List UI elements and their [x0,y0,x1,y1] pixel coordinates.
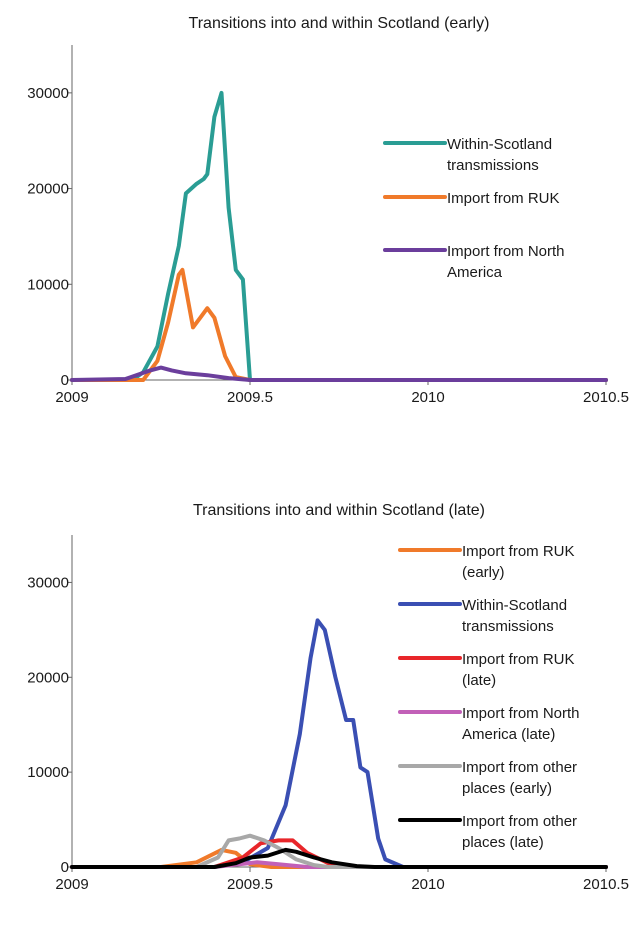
legend: Within-Scotland transmissions Import from … [383,136,565,281]
chart-title: Transitions into and within Scotland (la… [193,502,485,519]
legend-label: Import from RUK [447,190,560,207]
series-line [70,847,608,869]
x-tick-label: 2010.5 [583,876,629,893]
y-tick-label: 10000 [27,276,69,293]
series-line [70,365,608,382]
legend-item: Import from other places (early) [398,759,577,797]
y-tick-label: 30000 [27,85,69,102]
legend-item: Import from other places (late) [398,813,577,851]
x-tick-label: 2010 [411,389,444,406]
legend-item: Within-Scotland transmissions [383,136,552,174]
legend-label: places (late) [462,834,544,851]
y-tick-label: 30000 [27,574,69,591]
series-line [70,833,608,869]
x-tick-label: 2009 [55,876,88,893]
legend-item: Within-Scotland transmissions [398,597,567,635]
legend-label: transmissions [462,618,554,635]
legend-item: Import from RUK [383,190,560,207]
series-line [70,618,608,869]
legend-item: Import from RUK (early) [398,543,575,581]
legend-label: Import from other [462,759,577,776]
x-tick-label: 2009.5 [227,876,273,893]
legend-label: Import from North [462,705,580,722]
legend-item: Import from RUK (late) [398,651,575,689]
legend-label: transmissions [447,157,539,174]
x-tick-label: 2010.5 [583,389,629,406]
x-tick-label: 2009.5 [227,389,273,406]
legend-label: (late) [462,672,496,689]
legend-label: Import from North [447,243,565,260]
legend-label: places (early) [462,780,552,797]
chart-late: Transitions into and within Scotland (la… [27,502,629,893]
x-tick-label: 2009 [55,389,88,406]
legend-label: America [447,264,503,281]
legend-label: (early) [462,564,505,581]
legend-label: Within-Scotland [447,136,552,153]
legend-item: Import from North America (late) [398,705,580,743]
legend-item: Import from North America [383,243,565,281]
x-tick-label: 2010 [411,876,444,893]
series-line [70,267,608,382]
chart-title: Transitions into and within Scotland (ea… [189,15,490,32]
y-tick-label: 0 [61,859,69,876]
legend: Import from RUK (early) Within-Scotland tra… [398,543,580,851]
y-tick-label: 20000 [27,181,69,198]
legend-label: Import from RUK [462,651,575,668]
y-tick-label: 0 [61,372,69,389]
chart-early: Transitions into and within Scotland (ea… [27,15,629,406]
series-line [70,90,608,382]
y-tick-label: 10000 [27,764,69,781]
legend-label: Import from RUK [462,543,575,560]
legend-label: Import from other [462,813,577,830]
legend-label: America (late) [462,726,555,743]
y-tick-label: 20000 [27,669,69,686]
legend-label: Within-Scotland [462,597,567,614]
